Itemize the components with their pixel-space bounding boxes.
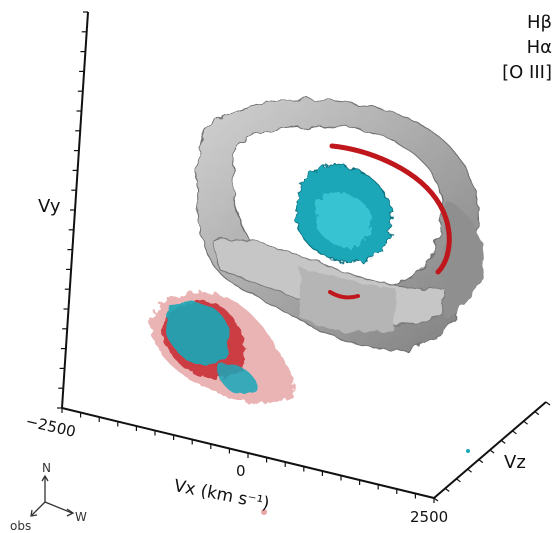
vx-tick-right: 2500 [410, 508, 449, 526]
legend: Hβ Hα [O III] [502, 10, 552, 85]
legend-halpha: Hα [526, 37, 552, 58]
knot-oiii [165, 302, 257, 396]
compass [30, 474, 75, 517]
stray-halpha-dot [261, 509, 267, 515]
vz-axis-tick [433, 497, 439, 502]
vy-axis-label: Vy [38, 196, 61, 217]
axis-ticks [57, 11, 551, 503]
vz-axis-tick [523, 420, 528, 425]
stray-oiii-dot [466, 449, 470, 453]
vz-axis-tick [534, 411, 540, 416]
vz-axis-tick [456, 478, 461, 483]
vx-tick-mid: 0 [236, 462, 246, 480]
legend-hbeta: Hβ [526, 12, 552, 33]
compass-observer-label: obs [10, 519, 32, 533]
vz-axis-tick [512, 430, 517, 435]
halpha-arc-lower [328, 290, 360, 300]
compass-west-arrow [44, 501, 73, 514]
compass-west-label: W [75, 510, 87, 524]
vz-axis-tick [500, 439, 506, 444]
compass-north-label: N [42, 461, 51, 475]
vz-axis-tick [489, 449, 495, 454]
vz-axis-tick [444, 487, 450, 492]
halpha-arc [329, 143, 452, 275]
hbeta-shell [196, 99, 484, 351]
vz-axis-tick [478, 459, 484, 464]
vz-axis-tick [467, 468, 472, 473]
legend-oiii: [O III] [502, 62, 552, 83]
compass-observer-arrow [31, 501, 46, 516]
vz-axis-label: Vz [504, 452, 526, 473]
vz-axis-tick [545, 401, 551, 406]
oiii-core [295, 164, 393, 263]
